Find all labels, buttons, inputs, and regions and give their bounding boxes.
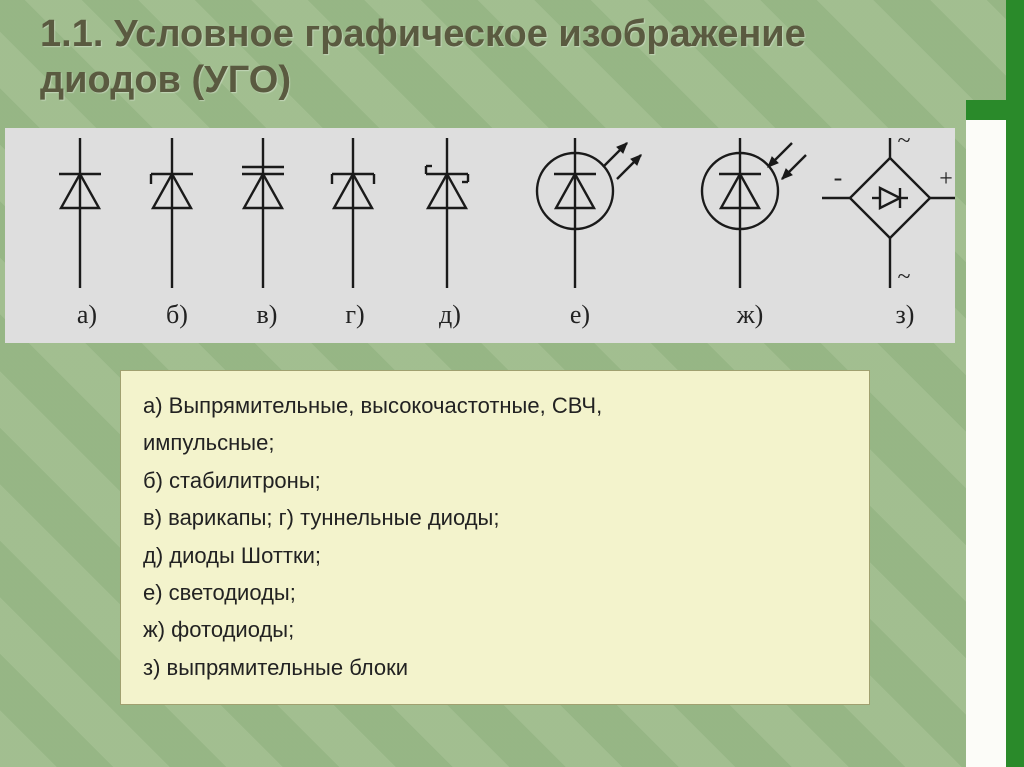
diagram-label: г) bbox=[320, 300, 390, 330]
legend-line: б) стабилитроны; bbox=[143, 462, 847, 499]
diagram-label: д) bbox=[410, 300, 490, 330]
legend-line: в) варикапы; г) туннельные диоды; bbox=[143, 499, 847, 536]
svg-text:-: - bbox=[834, 163, 843, 192]
legend-line: импульсные; bbox=[143, 424, 847, 461]
svg-text:~: ~ bbox=[898, 264, 911, 290]
diagram-label: з) bbox=[845, 300, 965, 330]
page-title: 1.1. Условное графическое изображение ди… bbox=[40, 12, 944, 103]
side-rail-green-top bbox=[966, 100, 1024, 120]
legend-line: д) диоды Шоттки; bbox=[143, 537, 847, 574]
svg-text:+: + bbox=[939, 166, 953, 192]
legend-line: е) светодиоды; bbox=[143, 574, 847, 611]
legend-line: а) Выпрямительные, высокочастотные, СВЧ, bbox=[143, 387, 847, 424]
side-rail-white bbox=[966, 100, 1006, 767]
svg-text:~: ~ bbox=[898, 128, 911, 154]
diagram-label: в) bbox=[232, 300, 302, 330]
legend-line: з) выпрямительные блоки bbox=[143, 649, 847, 686]
legend-line: ж) фотодиоды; bbox=[143, 611, 847, 648]
legend-box: а) Выпрямительные, высокочастотные, СВЧ,… bbox=[120, 370, 870, 705]
diagram-label: ж) bbox=[685, 300, 815, 330]
diagram-label: б) bbox=[142, 300, 212, 330]
diagram-label: а) bbox=[52, 300, 122, 330]
diode-symbols-diagram: -+~~ а)б)в)г)д)е)ж)з) bbox=[5, 128, 955, 343]
diagram-label: е) bbox=[525, 300, 635, 330]
